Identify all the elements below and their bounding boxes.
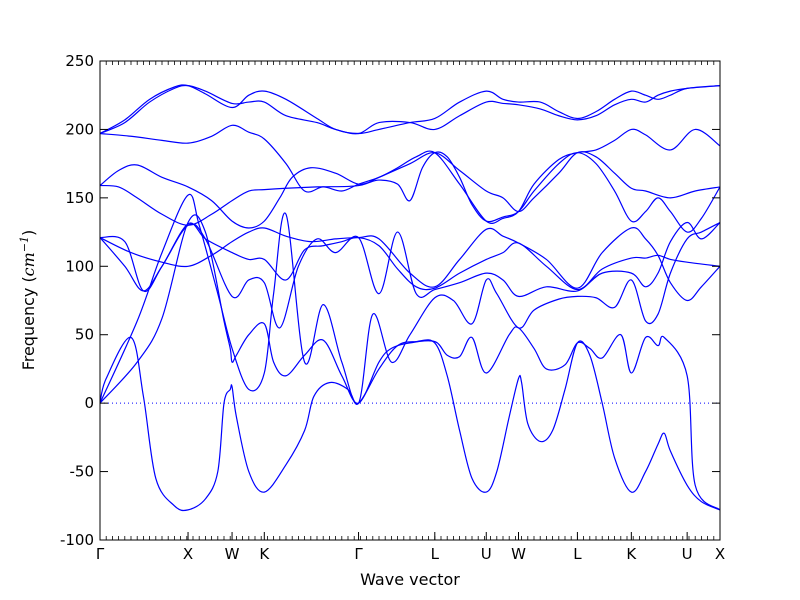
x-tick-label: Γ bbox=[354, 545, 363, 563]
x-tick-label: L bbox=[573, 545, 582, 563]
x-tick-label: X bbox=[183, 545, 193, 563]
y-tick-label: 50 bbox=[75, 326, 94, 344]
y-axis-title-text: Frequency ( bbox=[19, 276, 38, 370]
phonon-branch-2 bbox=[100, 214, 720, 511]
phonon-branch-8 bbox=[100, 151, 720, 226]
x-tick-label: W bbox=[511, 545, 526, 563]
phonon-branch-3 bbox=[100, 193, 720, 405]
x-axis-title: Wave vector bbox=[360, 570, 460, 589]
y-tick-label: 100 bbox=[65, 257, 94, 275]
phonon-branch-9 bbox=[100, 124, 720, 224]
plot-frame bbox=[99, 60, 721, 541]
y-tick-label: 0 bbox=[84, 394, 94, 412]
y-tick-label: 150 bbox=[65, 189, 94, 207]
x-tick-label: W bbox=[225, 545, 240, 563]
phonon-branch-1 bbox=[100, 336, 720, 512]
y-tick-label: -100 bbox=[60, 531, 94, 549]
plot-area bbox=[100, 84, 720, 512]
y-tick-label: 200 bbox=[65, 120, 94, 138]
x-tick-label: U bbox=[481, 545, 492, 563]
y-axis-unit-base: cm bbox=[19, 252, 38, 276]
x-tick-label: X bbox=[715, 545, 725, 563]
y-axis-title-close: ) bbox=[19, 230, 38, 236]
x-tick-label: U bbox=[682, 545, 693, 563]
x-tick-label: L bbox=[431, 545, 440, 563]
x-tick-label: K bbox=[259, 545, 270, 563]
phonon-branch-11 bbox=[100, 84, 720, 135]
y-tick-label: 250 bbox=[65, 52, 94, 70]
axes: -100 -50 0 50 100 150 200 250 Γ X W K Γ L U W L K U X bbox=[60, 52, 725, 563]
y-tick-label: -50 bbox=[70, 463, 95, 481]
phonon-branch-4 bbox=[100, 221, 720, 329]
phonon-branch-6 bbox=[100, 227, 720, 302]
x-tick-label: Γ bbox=[96, 545, 105, 563]
phonon-branch-5 bbox=[100, 222, 720, 293]
y-axis-unit-exp: −1 bbox=[18, 236, 31, 252]
x-tick-label: K bbox=[626, 545, 637, 563]
phonon-branch-10 bbox=[100, 84, 720, 135]
y-axis-title: Frequency (cm−1) bbox=[18, 230, 38, 371]
